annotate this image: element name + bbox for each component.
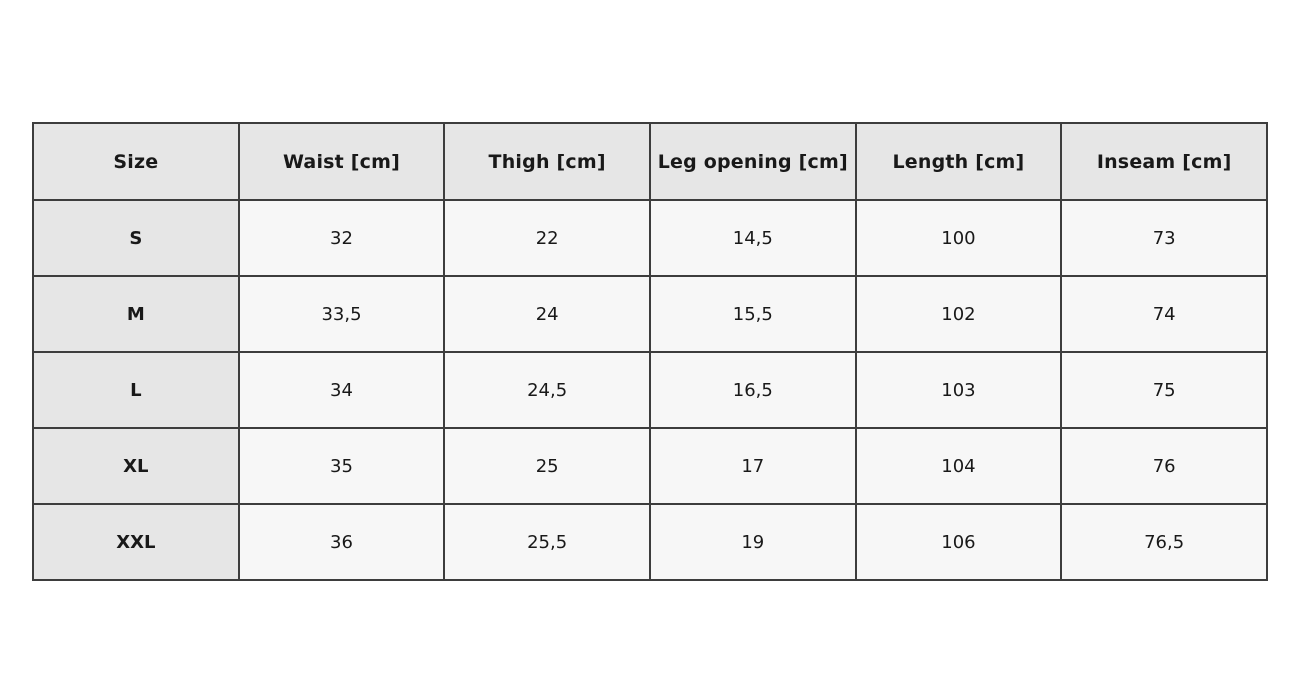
value-cell: 35 — [237, 427, 446, 505]
value-cell: 33,5 — [237, 275, 446, 353]
value-cell: 36 — [237, 503, 446, 581]
value-cell: 73 — [1060, 199, 1268, 277]
value-cell: 14,5 — [648, 199, 857, 277]
column-header: Leg opening [cm] — [648, 122, 857, 201]
value-cell: 104 — [854, 427, 1063, 505]
value-cell: 22 — [443, 199, 651, 277]
column-header: Waist [cm] — [237, 122, 446, 201]
value-cell: 19 — [648, 503, 857, 581]
value-cell: 106 — [854, 503, 1063, 581]
size-cell: L — [32, 351, 240, 429]
value-cell: 24,5 — [443, 351, 651, 429]
value-cell: 103 — [854, 351, 1063, 429]
size-cell: XXL — [32, 503, 240, 581]
size-chart-table: Size Waist [cm] Thigh [cm] Leg opening [cm]… — [32, 122, 1268, 581]
header-row: Size Waist [cm] Thigh [cm] Leg opening [cm]… — [32, 122, 1268, 201]
table-body: S 32 22 14,5 100 73 M 33,5 24 15,5 102 74 L 34 24,5 16,… — [32, 199, 1268, 581]
value-cell: 15,5 — [648, 275, 857, 353]
size-cell: M — [32, 275, 240, 353]
value-cell: 24 — [443, 275, 651, 353]
table-row: M 33,5 24 15,5 102 74 — [32, 275, 1268, 353]
value-cell: 17 — [648, 427, 857, 505]
size-chart-container: Size Waist [cm] Thigh [cm] Leg opening [cm]… — [32, 122, 1268, 581]
value-cell: 34 — [237, 351, 446, 429]
value-cell: 75 — [1060, 351, 1268, 429]
table-row: XXL 36 25,5 19 106 76,5 — [32, 503, 1268, 581]
value-cell: 32 — [237, 199, 446, 277]
value-cell: 76,5 — [1060, 503, 1268, 581]
value-cell: 102 — [854, 275, 1063, 353]
value-cell: 25,5 — [443, 503, 651, 581]
table-row: L 34 24,5 16,5 103 75 — [32, 351, 1268, 429]
column-header: Thigh [cm] — [443, 122, 651, 201]
value-cell: 100 — [854, 199, 1063, 277]
value-cell: 74 — [1060, 275, 1268, 353]
column-header: Inseam [cm] — [1060, 122, 1268, 201]
table-row: XL 35 25 17 104 76 — [32, 427, 1268, 505]
table-row: S 32 22 14,5 100 73 — [32, 199, 1268, 277]
value-cell: 16,5 — [648, 351, 857, 429]
size-cell: S — [32, 199, 240, 277]
value-cell: 76 — [1060, 427, 1268, 505]
column-header: Size — [32, 122, 240, 201]
size-cell: XL — [32, 427, 240, 505]
value-cell: 25 — [443, 427, 651, 505]
table-head: Size Waist [cm] Thigh [cm] Leg opening [cm]… — [32, 122, 1268, 201]
column-header: Length [cm] — [854, 122, 1063, 201]
